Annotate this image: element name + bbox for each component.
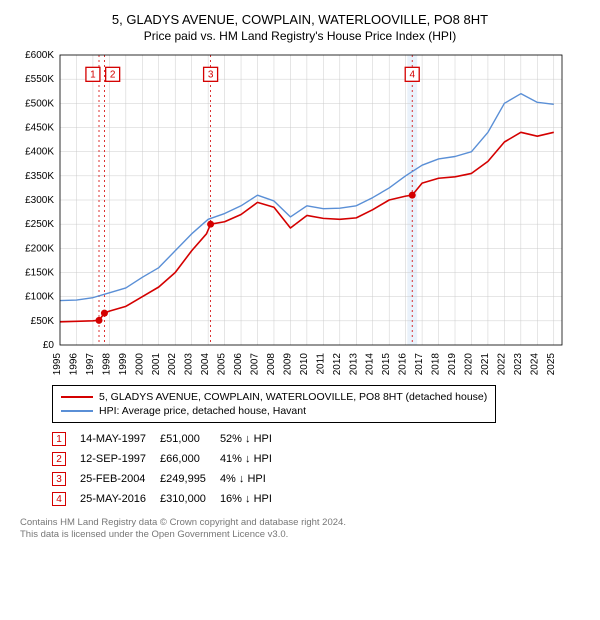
table-row: 2 12-SEP-1997£66,00041% ↓ HPI (52, 449, 286, 469)
svg-text:2015: 2015 (381, 353, 392, 376)
svg-text:2011: 2011 (315, 353, 326, 375)
tx-marker: 1 (52, 432, 66, 446)
table-row: 3 25-FEB-2004£249,9954% ↓ HPI (52, 469, 286, 489)
svg-text:2013: 2013 (348, 353, 359, 376)
svg-text:2002: 2002 (167, 353, 178, 376)
transactions-table: 1 14-MAY-1997£51,00052% ↓ HPI 2 12-SEP-1997… (52, 429, 286, 509)
svg-text:2023: 2023 (513, 353, 524, 376)
svg-text:2007: 2007 (250, 353, 261, 376)
svg-text:4: 4 (409, 69, 415, 80)
tx-marker: 2 (52, 452, 66, 466)
svg-text:£450K: £450K (25, 123, 54, 134)
tx-delta: 52% ↓ HPI (220, 429, 286, 449)
svg-text:£0: £0 (43, 340, 55, 351)
chart-container: £0 £50K £100K £150K £200K £250K £300K £350K £400… (12, 49, 588, 379)
svg-text:£500K: £500K (25, 98, 54, 109)
svg-text:2017: 2017 (414, 353, 425, 376)
title-line2: Price paid vs. HM Land Registry's House … (12, 29, 588, 43)
svg-text:2008: 2008 (266, 353, 277, 376)
tx-delta: 41% ↓ HPI (220, 449, 286, 469)
legend: 5, GLADYS AVENUE, COWPLAIN, WATERLOOVILL… (52, 385, 496, 423)
svg-text:2004: 2004 (200, 353, 211, 376)
svg-text:1997: 1997 (85, 353, 96, 376)
title-line1: 5, GLADYS AVENUE, COWPLAIN, WATERLOOVILL… (12, 12, 588, 27)
svg-text:£50K: £50K (31, 316, 55, 327)
svg-text:2003: 2003 (184, 353, 195, 376)
legend-label: 5, GLADYS AVENUE, COWPLAIN, WATERLOOVILL… (99, 391, 487, 403)
svg-text:3: 3 (208, 69, 214, 80)
tx-date: 12-SEP-1997 (80, 449, 160, 469)
svg-text:£400K: £400K (25, 147, 54, 158)
svg-text:2020: 2020 (463, 353, 474, 376)
svg-text:2024: 2024 (529, 353, 540, 376)
tx-price: £51,000 (160, 429, 220, 449)
svg-text:2019: 2019 (447, 353, 458, 376)
svg-text:1998: 1998 (101, 353, 112, 376)
svg-text:2005: 2005 (217, 353, 228, 376)
tx-price: £66,000 (160, 449, 220, 469)
tx-marker: 4 (52, 492, 66, 506)
tx-date: 25-FEB-2004 (80, 469, 160, 489)
legend-item: HPI: Average price, detached house, Hava… (61, 404, 487, 418)
svg-text:2018: 2018 (431, 353, 442, 376)
svg-text:2021: 2021 (480, 353, 491, 376)
table-row: 4 25-MAY-2016£310,00016% ↓ HPI (52, 489, 286, 509)
legend-swatch (61, 410, 93, 412)
tx-price: £310,000 (160, 489, 220, 509)
tx-price: £249,995 (160, 469, 220, 489)
svg-text:2025: 2025 (546, 353, 557, 376)
chart-title-block: 5, GLADYS AVENUE, COWPLAIN, WATERLOOVILL… (12, 12, 588, 43)
line-chart: £0 £50K £100K £150K £200K £250K £300K £350K £400… (12, 49, 572, 379)
tx-date: 25-MAY-2016 (80, 489, 160, 509)
footer-line1: Contains HM Land Registry data © Crown c… (20, 517, 588, 529)
svg-text:£550K: £550K (25, 74, 54, 85)
svg-text:2009: 2009 (282, 353, 293, 376)
legend-label: HPI: Average price, detached house, Hava… (99, 405, 306, 417)
tx-date: 14-MAY-1997 (80, 429, 160, 449)
footer-line2: This data is licensed under the Open Gov… (20, 529, 588, 541)
svg-text:1996: 1996 (68, 353, 79, 376)
svg-text:2010: 2010 (299, 353, 310, 376)
svg-text:£300K: £300K (25, 195, 54, 206)
svg-text:2006: 2006 (233, 353, 244, 376)
svg-text:2001: 2001 (151, 353, 162, 376)
tx-delta: 16% ↓ HPI (220, 489, 286, 509)
svg-text:£100K: £100K (25, 292, 54, 303)
table-row: 1 14-MAY-1997£51,00052% ↓ HPI (52, 429, 286, 449)
svg-text:1999: 1999 (118, 353, 129, 376)
svg-text:2016: 2016 (398, 353, 409, 376)
svg-text:£200K: £200K (25, 243, 54, 254)
tx-marker: 3 (52, 472, 66, 486)
svg-text:1: 1 (90, 69, 96, 80)
svg-text:£150K: £150K (25, 268, 54, 279)
svg-text:£600K: £600K (25, 50, 54, 61)
svg-text:2014: 2014 (365, 353, 376, 376)
footer-attribution: Contains HM Land Registry data © Crown c… (20, 517, 588, 542)
svg-text:£350K: £350K (25, 171, 54, 182)
svg-text:1995: 1995 (52, 353, 63, 376)
svg-text:2012: 2012 (332, 353, 343, 376)
svg-text:2022: 2022 (496, 353, 507, 376)
tx-delta: 4% ↓ HPI (220, 469, 286, 489)
svg-text:2: 2 (110, 69, 116, 80)
svg-text:2000: 2000 (134, 353, 145, 376)
legend-item: 5, GLADYS AVENUE, COWPLAIN, WATERLOOVILL… (61, 390, 487, 404)
svg-text:£250K: £250K (25, 219, 54, 230)
legend-swatch (61, 396, 93, 398)
